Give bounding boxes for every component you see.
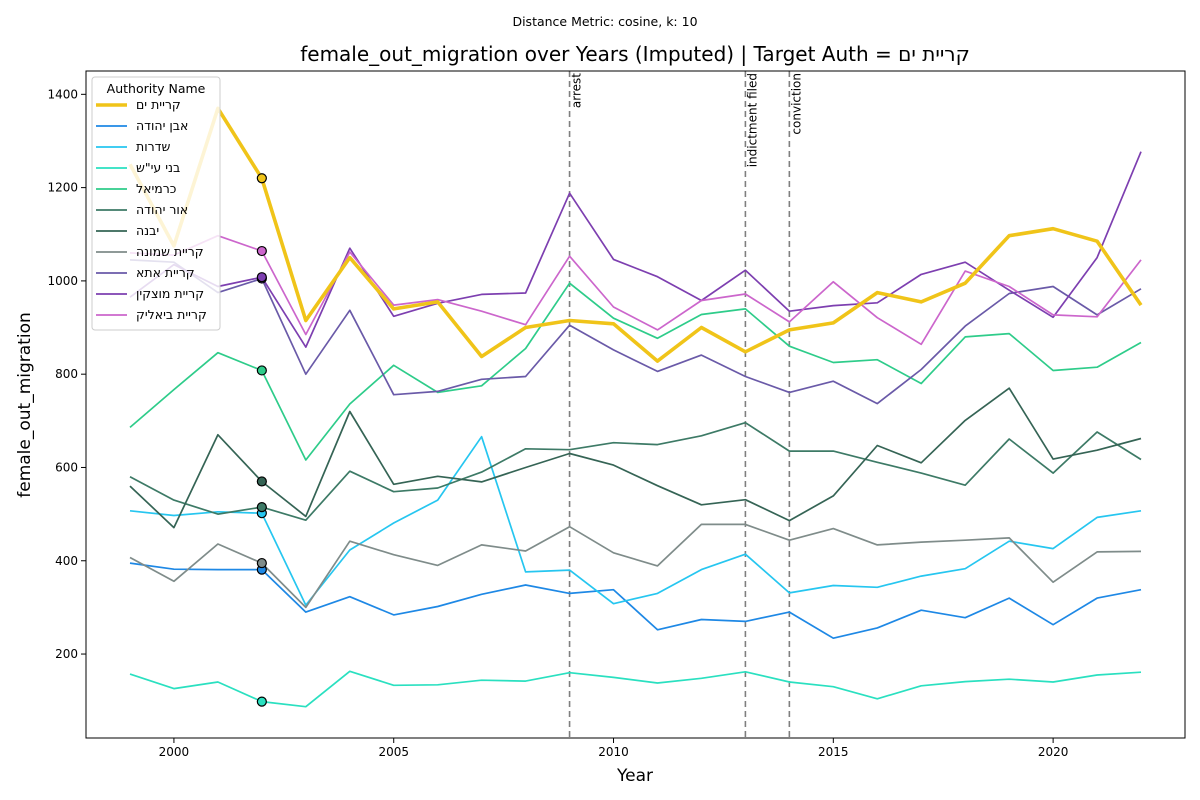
imputed-point — [256, 557, 267, 569]
x-tick-label: 2000 — [159, 745, 190, 759]
chart-title: female_out_migration over Years (Imputed… — [300, 42, 970, 66]
y-tick-label: 1400 — [47, 87, 78, 101]
series-line — [129, 151, 1142, 348]
imputed-point — [256, 272, 267, 283]
imputed-point — [256, 696, 267, 707]
series-line — [129, 670, 1142, 708]
imputed-point — [256, 502, 267, 513]
x-tick-label: 2010 — [598, 745, 629, 759]
series-line — [129, 523, 1142, 609]
legend-entry: שדרות — [136, 139, 171, 154]
y-tick-label: 800 — [55, 367, 78, 381]
y-tick-label: 600 — [55, 460, 78, 474]
y-tick-label: 200 — [55, 647, 78, 661]
series-line — [128, 106, 1143, 363]
legend-entry: קריית מוצקין — [136, 286, 204, 301]
series-line — [129, 387, 1142, 529]
legend: Authority Name קריית ים אבן יהודה שדרות בני… — [91, 76, 221, 331]
x-axis-label: Year — [616, 766, 653, 786]
event-label: arrest — [570, 73, 584, 108]
series-line — [129, 282, 1142, 461]
imputed-point — [256, 365, 267, 376]
series-line — [129, 421, 1142, 522]
legend-entry: אבן יהודה — [136, 118, 188, 133]
series-line — [129, 435, 1142, 606]
y-tick-label: 1200 — [47, 181, 78, 195]
series-line — [129, 562, 1142, 640]
legend-entry: אור יהודה — [136, 202, 188, 217]
y-tick-label: 1000 — [47, 274, 78, 288]
plot-frame — [85, 70, 1186, 739]
imputed-point — [256, 476, 267, 487]
legend-entry: קריית אתא — [136, 265, 195, 280]
legend-entry: קריית ים — [136, 97, 181, 112]
x-tick-label: 2015 — [818, 745, 849, 759]
y-axis-label: female_out_migration — [15, 312, 35, 498]
legend-entry: קריית ביאליק — [136, 307, 207, 322]
imputed-point — [256, 245, 267, 257]
series-line — [129, 259, 1142, 405]
legend-entry: יבנה — [136, 223, 159, 238]
x-tick-label: 2005 — [378, 745, 409, 759]
y-tick-label: 400 — [55, 554, 78, 568]
legend-entry: קריית שמונה — [136, 244, 204, 259]
chart-suptitle: Distance Metric: cosine, k: 10 — [512, 14, 697, 29]
legend-entry: כרמיאל — [136, 181, 176, 196]
x-tick-label: 2020 — [1038, 745, 1069, 759]
event-label: conviction — [789, 73, 803, 135]
event-label: indictment filed — [745, 73, 759, 167]
imputed-point — [256, 173, 267, 184]
legend-entry: בני עי"ש — [136, 160, 180, 175]
legend-box — [91, 76, 221, 331]
legend-title: Authority Name — [107, 81, 206, 96]
